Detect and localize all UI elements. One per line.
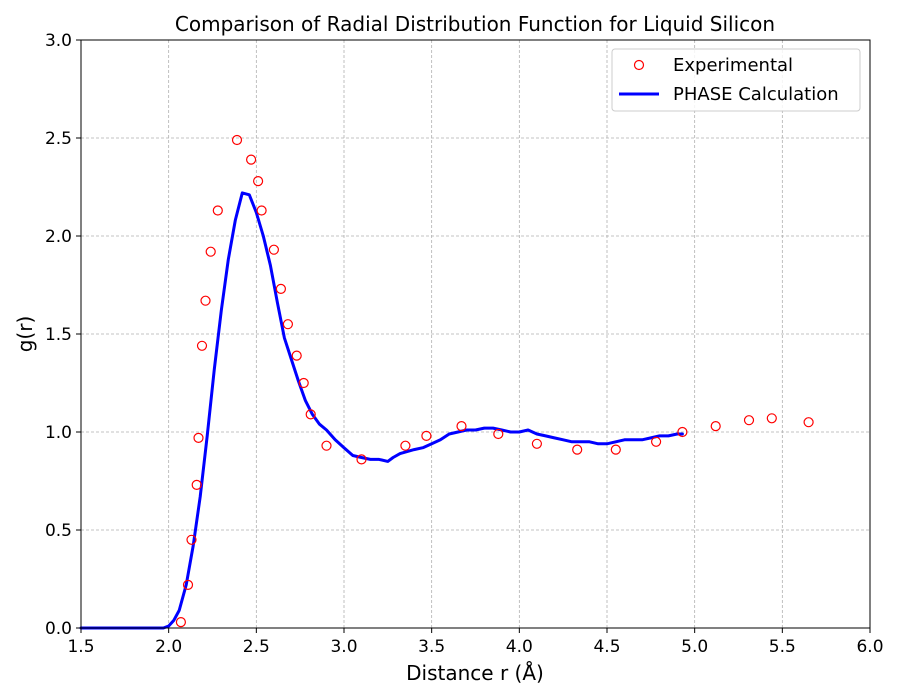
experimental-point [191, 479, 202, 490]
experimental-point [356, 454, 367, 465]
y-tick-label: 2.0 [45, 227, 72, 247]
experimental-point [803, 417, 814, 428]
experimental-point [256, 205, 267, 216]
experimental-point [282, 319, 293, 330]
experimental-point [572, 444, 583, 455]
experimental-point [321, 440, 332, 451]
legend-phase-label: PHASE Calculation [673, 84, 839, 105]
axis-ticks: 1.5 2.0 2.5 3.0 3.5 4.0 4.5 5.0 5.5 6.0 0.0 0.5 1.0 1… [45, 31, 884, 657]
experimental-point [205, 246, 216, 257]
x-tick-label: 6.0 [856, 637, 883, 657]
experimental-point [193, 432, 204, 443]
experimental-point [305, 409, 316, 420]
experimental-point [175, 616, 186, 628]
x-tick-label: 3.5 [418, 637, 445, 657]
experimental-point [298, 377, 309, 389]
experimental-point [253, 176, 264, 187]
x-tick-label: 3.0 [330, 637, 357, 657]
y-tick-label: 0.0 [45, 619, 72, 639]
x-tick-label: 2.0 [155, 637, 182, 657]
experimental-point [200, 295, 211, 306]
plot-data [79, 134, 814, 630]
y-tick-label: 2.5 [45, 129, 72, 149]
legend-experimental-label: Experimental [673, 55, 793, 76]
experimental-point [743, 415, 755, 426]
x-tick-label: 4.0 [506, 637, 533, 657]
experimental-point [231, 134, 243, 146]
experimental-point [677, 426, 688, 438]
experimental-point [650, 436, 662, 447]
experimental-point [710, 421, 721, 432]
y-tick-label: 0.5 [45, 521, 72, 541]
x-tick-label: 4.5 [593, 637, 620, 657]
x-axis-title: Distance r (Å) [406, 661, 544, 685]
legend-box [611, 48, 861, 112]
legend: Experimental PHASE Calculation [611, 48, 861, 112]
experimental-point [186, 534, 197, 545]
experimental-point [275, 283, 286, 294]
experimental-point [400, 440, 411, 451]
y-tick-label: 1.5 [45, 325, 72, 345]
experimental-point [212, 205, 223, 216]
experimental-point [421, 430, 432, 441]
experimental-point [291, 350, 302, 361]
x-tick-label: 2.5 [243, 637, 270, 657]
experimental-point [610, 444, 621, 455]
experimental-point [766, 413, 777, 424]
experimental-point [196, 340, 208, 351]
chart-title: Comparison of Radial Distribution Functi… [175, 12, 775, 36]
x-tick-label: 5.5 [769, 637, 796, 657]
experimental-point [246, 154, 257, 165]
experimental-point [531, 438, 543, 449]
gridlines [80, 39, 871, 629]
y-tick-label: 1.0 [45, 423, 72, 443]
x-tick-label: 1.5 [67, 637, 94, 657]
experimental-point [182, 579, 194, 591]
legend-experimental-marker [633, 59, 645, 71]
experimental-point [493, 428, 504, 440]
y-axis-title: g(r) [13, 316, 37, 353]
y-tick-label: 3.0 [45, 31, 72, 51]
x-tick-label: 5.0 [681, 637, 708, 657]
phase-calculation-line [79, 191, 684, 630]
experimental-point [456, 421, 467, 432]
experimental-point [268, 244, 279, 255]
